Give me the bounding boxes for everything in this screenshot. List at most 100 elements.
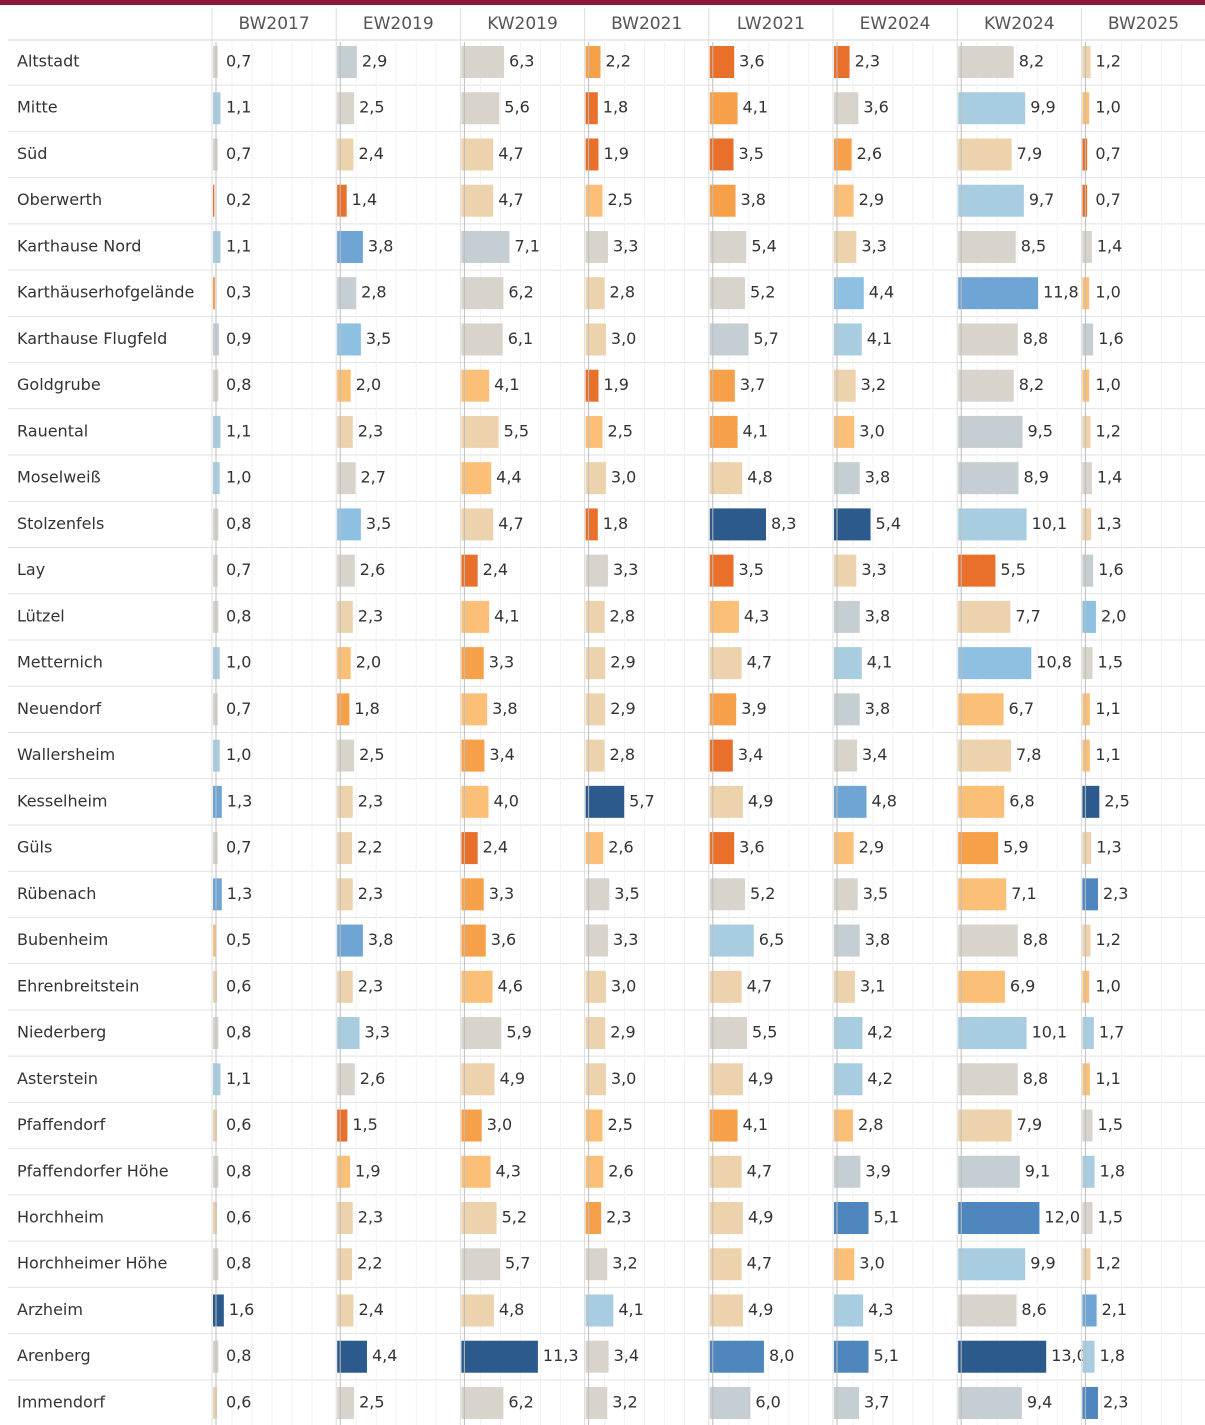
value-label: 4,1 (618, 1300, 643, 1319)
value-label: 12,0 (1044, 1208, 1080, 1227)
bar (1082, 739, 1090, 772)
value-label: 1,6 (1098, 329, 1123, 348)
bar (1082, 878, 1098, 911)
row-label: Niederberg (17, 1023, 106, 1042)
bar (1082, 1063, 1090, 1096)
value-label: 6,2 (508, 283, 533, 302)
bar (461, 277, 504, 310)
bar (834, 46, 850, 78)
value-label: 3,9 (865, 1161, 890, 1180)
value-label: 8,8 (1023, 930, 1048, 949)
bar (1082, 1155, 1095, 1188)
value-label: 6,2 (508, 1392, 533, 1411)
bar (585, 92, 598, 125)
bar (709, 462, 743, 495)
value-label: 2,3 (1103, 1392, 1128, 1411)
value-label: 5,9 (506, 1023, 531, 1042)
bar (709, 1109, 738, 1142)
row-label: Immendorf (17, 1392, 105, 1411)
bar (337, 647, 351, 680)
bar (585, 1017, 606, 1050)
value-label: 0,7 (1095, 144, 1120, 163)
bar (337, 92, 355, 125)
bar (213, 832, 218, 865)
value-label: 5,1 (874, 1208, 899, 1227)
bar (834, 1248, 855, 1281)
value-label: 3,8 (492, 699, 517, 718)
row-label: Lützel (17, 606, 65, 625)
column-header: BW2021 (611, 14, 682, 34)
value-label: 6,7 (1009, 699, 1034, 718)
value-label: 2,6 (857, 144, 882, 163)
value-label: 4,7 (747, 1161, 772, 1180)
value-label: 0,7 (226, 144, 251, 163)
bar (461, 138, 494, 171)
value-label: 3,8 (865, 930, 890, 949)
value-label: 4,3 (496, 1161, 521, 1180)
value-label: 3,0 (611, 468, 636, 487)
value-label: 2,6 (608, 838, 633, 857)
bar (337, 1017, 360, 1050)
bar (1082, 1294, 1097, 1327)
value-label: 2,9 (362, 52, 387, 71)
bar (337, 785, 353, 818)
bar (461, 739, 485, 772)
bar (585, 1202, 602, 1234)
row-label: Karthause Nord (17, 236, 141, 255)
value-label: 2,5 (359, 98, 384, 117)
value-label: 3,5 (366, 329, 391, 348)
bar (337, 878, 353, 911)
value-label: 5,5 (504, 421, 529, 440)
bar (213, 878, 222, 911)
bar (709, 785, 743, 818)
value-label: 2,5 (608, 1115, 633, 1134)
bar (461, 924, 486, 957)
bar (834, 1109, 853, 1142)
value-label: 2,4 (358, 1300, 383, 1319)
bar (585, 415, 603, 448)
bar (709, 600, 739, 633)
bar (834, 277, 864, 310)
value-label: 7,1 (1011, 884, 1036, 903)
value-label: 0,8 (226, 375, 251, 394)
value-label: 4,1 (743, 98, 768, 117)
value-label: 2,9 (610, 653, 635, 672)
bar (585, 924, 608, 957)
bar (1082, 508, 1092, 541)
bar (958, 739, 1011, 772)
row-label: Bubenheim (17, 930, 108, 949)
bar (337, 970, 353, 1003)
column-header: KW2019 (487, 14, 558, 34)
bar (958, 647, 1032, 680)
value-label: 4,7 (498, 144, 523, 163)
bar (337, 1294, 354, 1327)
value-label: 1,2 (1096, 930, 1121, 949)
bar (834, 1063, 863, 1096)
value-label: 2,9 (610, 699, 635, 718)
bar (213, 1063, 221, 1096)
bar (958, 600, 1011, 633)
bar (461, 785, 489, 818)
value-label: 1,9 (603, 144, 628, 163)
bar (337, 230, 363, 263)
bar (709, 1340, 764, 1373)
value-label: 1,2 (1096, 421, 1121, 440)
value-label: 8,9 (1023, 468, 1048, 487)
row-label: Karthäuserhofgelände (17, 283, 194, 302)
bar (709, 230, 747, 263)
row-label: Arenberg (17, 1346, 91, 1365)
value-label: 7,9 (1017, 144, 1042, 163)
bar (337, 508, 361, 541)
value-label: 3,3 (613, 930, 638, 949)
bar (834, 878, 858, 911)
row-label: Lay (17, 560, 45, 579)
value-label: 2,3 (358, 791, 383, 810)
bar (461, 1294, 494, 1327)
bar (958, 1248, 1026, 1281)
bar (709, 415, 738, 448)
value-label: 1,5 (1098, 1115, 1123, 1134)
bar (958, 92, 1026, 125)
value-label: 4,3 (868, 1300, 893, 1319)
value-label: 2,3 (358, 976, 383, 995)
value-label: 3,0 (859, 1254, 884, 1273)
